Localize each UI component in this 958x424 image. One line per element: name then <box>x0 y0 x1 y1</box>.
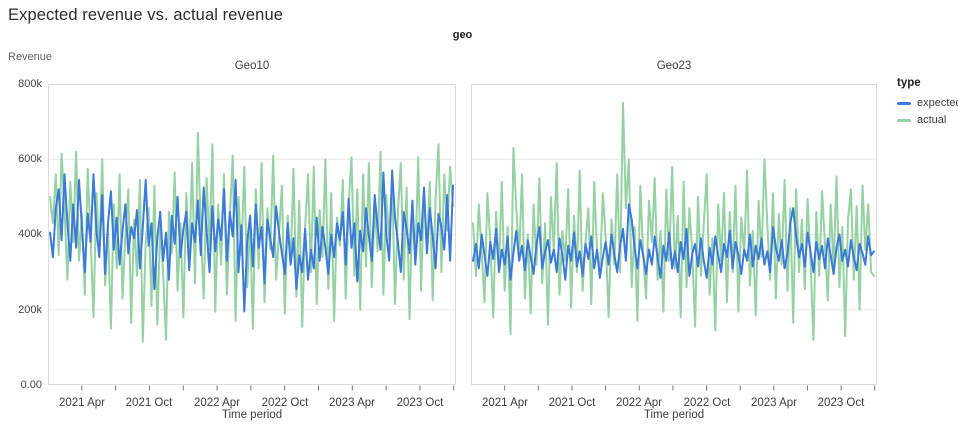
x-tick-p1-2021oct: 2021 Oct <box>548 397 596 409</box>
x-tick-p0-2021oct: 2021 Oct <box>125 397 173 409</box>
y-axis-title: Revenue <box>8 51 53 63</box>
page-title: Expected revenue vs. actual revenue <box>8 6 284 24</box>
legend-label-actual: actual <box>917 114 947 126</box>
facet-header-label: geo <box>452 29 473 41</box>
facet-title-geo23: Geo23 <box>656 60 692 72</box>
x-tick-p0-2023oct: 2023 Oct <box>396 397 444 409</box>
y-tick-800k: 800k <box>18 78 42 90</box>
x-axis-title-geo23: Time period <box>643 409 705 421</box>
actual-line-swatch-icon <box>897 118 911 122</box>
y-tick-200k: 200k <box>18 304 42 316</box>
x-tick-p1-2023oct: 2023 Oct <box>817 397 865 409</box>
x-tick-p0-2023apr: 2023 Apr <box>328 397 376 409</box>
geo23-line-chart <box>471 84 877 391</box>
expected-line-swatch-icon <box>897 101 911 105</box>
legend-item-actual[interactable]: actual <box>897 114 958 126</box>
legend-title: type <box>897 77 921 89</box>
legend-label-expected: expected <box>917 97 958 109</box>
facet-title-geo10: Geo10 <box>234 60 270 72</box>
y-tick-400k: 400k <box>18 228 42 240</box>
x-tick-p1-2022apr: 2022 Apr <box>615 397 663 409</box>
y-tick-0: 0.00 <box>20 379 42 391</box>
x-tick-p0-2021apr: 2021 Apr <box>58 397 106 409</box>
y-tick-600k: 600k <box>18 153 42 165</box>
geo10-line-chart <box>48 84 456 391</box>
x-tick-p1-2023apr: 2023 Apr <box>750 397 798 409</box>
x-axis-title-geo10: Time period <box>221 409 283 421</box>
x-tick-p0-2022oct: 2022 Oct <box>261 397 309 409</box>
x-tick-p1-2021apr: 2021 Apr <box>481 397 529 409</box>
legend-item-expected[interactable]: expected <box>897 97 958 109</box>
x-tick-p0-2022apr: 2022 Apr <box>193 397 241 409</box>
legend: type expected actual <box>897 77 958 131</box>
x-tick-p1-2022oct: 2022 Oct <box>683 397 731 409</box>
